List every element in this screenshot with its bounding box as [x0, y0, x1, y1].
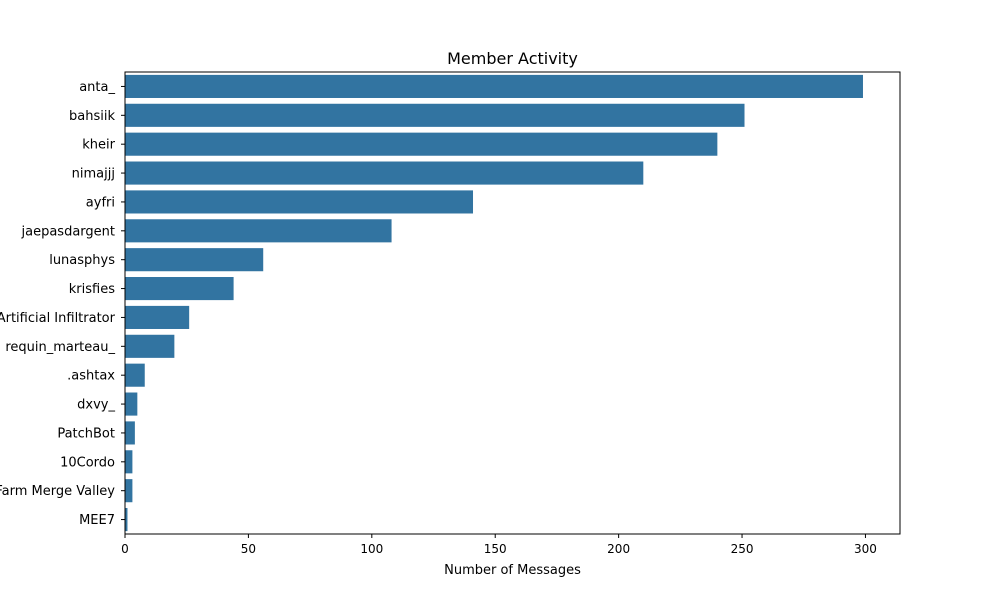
x-tick-label: 50	[241, 542, 256, 556]
bar-1	[125, 103, 745, 127]
x-axis-label: Number of Messages	[444, 563, 581, 578]
bar-15	[125, 508, 128, 532]
y-tick-label: requin_marteau_	[5, 340, 115, 355]
chart-title: Member Activity	[447, 49, 578, 68]
x-tick-label: 250	[731, 542, 754, 556]
y-tick-label: nimajjj	[72, 167, 115, 182]
x-tick-label: 150	[484, 542, 507, 556]
y-tick-label: PatchBot	[57, 426, 115, 441]
bars-group	[125, 74, 863, 532]
bar-3	[125, 161, 644, 185]
y-tick-label: jaepasdargent	[21, 224, 116, 239]
x-tick-label: 100	[360, 542, 383, 556]
y-tick-label: dxvy_	[77, 398, 115, 413]
y-tick-label: MEE7	[79, 513, 115, 528]
bar-8	[125, 305, 190, 329]
y-tick-label: .ashtax	[67, 369, 115, 384]
x-tick-label: 300	[854, 542, 877, 556]
y-tick-label: bahsiik	[69, 109, 115, 124]
x-tick-label: 200	[607, 542, 630, 556]
y-tick-label: Farm Merge Valley	[0, 484, 115, 499]
y-tick-label: krisfies	[69, 282, 115, 297]
x-axis: 0 50 100 150 200 250 300	[121, 534, 877, 556]
bar-11	[125, 392, 138, 416]
bar-12	[125, 421, 135, 445]
bar-9	[125, 334, 175, 358]
bar-14	[125, 479, 133, 503]
y-tick-label: 10Cordo	[60, 455, 115, 470]
x-tick-label: 0	[121, 542, 129, 556]
bar-0	[125, 74, 863, 98]
bar-6	[125, 248, 264, 272]
y-tick-label: kheir	[82, 138, 115, 153]
y-axis: anta_bahsiik kheir nimajjj ayfri jaepasdarge…	[0, 80, 125, 528]
bar-7	[125, 277, 234, 301]
y-tick-label: Artificial Infiltrator	[0, 311, 116, 326]
bar-13	[125, 450, 133, 474]
bar-5	[125, 219, 392, 243]
bar-4	[125, 190, 474, 214]
y-tick-label: lunasphys	[49, 253, 115, 268]
y-tick-label: ayfri	[86, 195, 115, 210]
bar-10	[125, 363, 145, 387]
plot-frame	[124, 71, 901, 535]
y-tick-label: anta_	[79, 80, 115, 95]
bar-2	[125, 132, 718, 156]
